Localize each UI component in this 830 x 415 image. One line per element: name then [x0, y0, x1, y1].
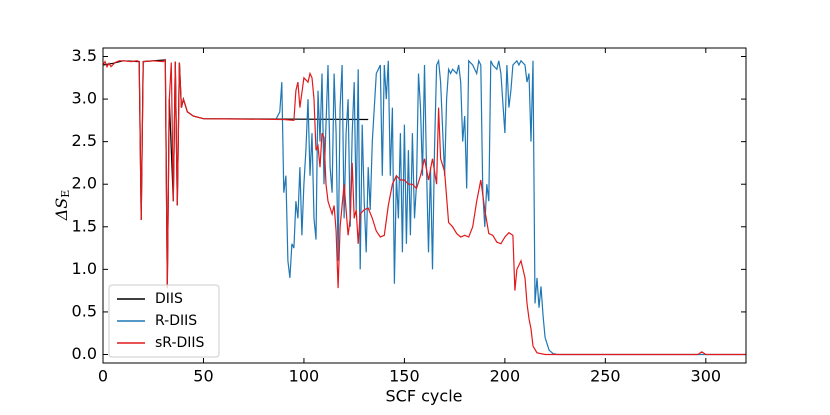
x-tick-label: 300 — [691, 367, 722, 386]
y-tick-label: 0.5 — [72, 301, 97, 320]
y-axis-label-sub: E — [59, 190, 72, 198]
x-tick-label: 50 — [193, 367, 213, 386]
line-series — [102, 58, 746, 356]
line-series — [275, 58, 746, 356]
y-tick-label: 0.0 — [72, 344, 97, 363]
x-tick-label: 150 — [389, 367, 420, 386]
x-tick-label: 250 — [590, 367, 621, 386]
x-tick-label: 0 — [98, 367, 108, 386]
y-tick-label: 3.5 — [72, 46, 97, 65]
x-tick-label: 100 — [289, 367, 320, 386]
legend-label: sR-DIIS — [155, 335, 205, 351]
x-tick-label: 200 — [490, 367, 521, 386]
x-axis-label: SCF cycle — [386, 387, 463, 406]
legend-box — [108, 284, 220, 358]
plot-frame — [102, 47, 747, 364]
y-tick-label: 1.5 — [72, 216, 97, 235]
legend-label: DIIS — [155, 291, 183, 307]
y-tick-label: 2.0 — [72, 174, 97, 193]
y-tick-label: 1.0 — [72, 259, 97, 278]
legend-label: R-DIIS — [155, 313, 197, 329]
y-axis-label-main: ΔS — [52, 198, 71, 222]
y-tick-label: 3.0 — [72, 89, 97, 108]
y-axis-label: ΔSE — [52, 190, 73, 222]
legend: DIIS R-DIIS sR-DIIS — [108, 284, 220, 358]
y-tick-label: 2.5 — [72, 131, 97, 150]
